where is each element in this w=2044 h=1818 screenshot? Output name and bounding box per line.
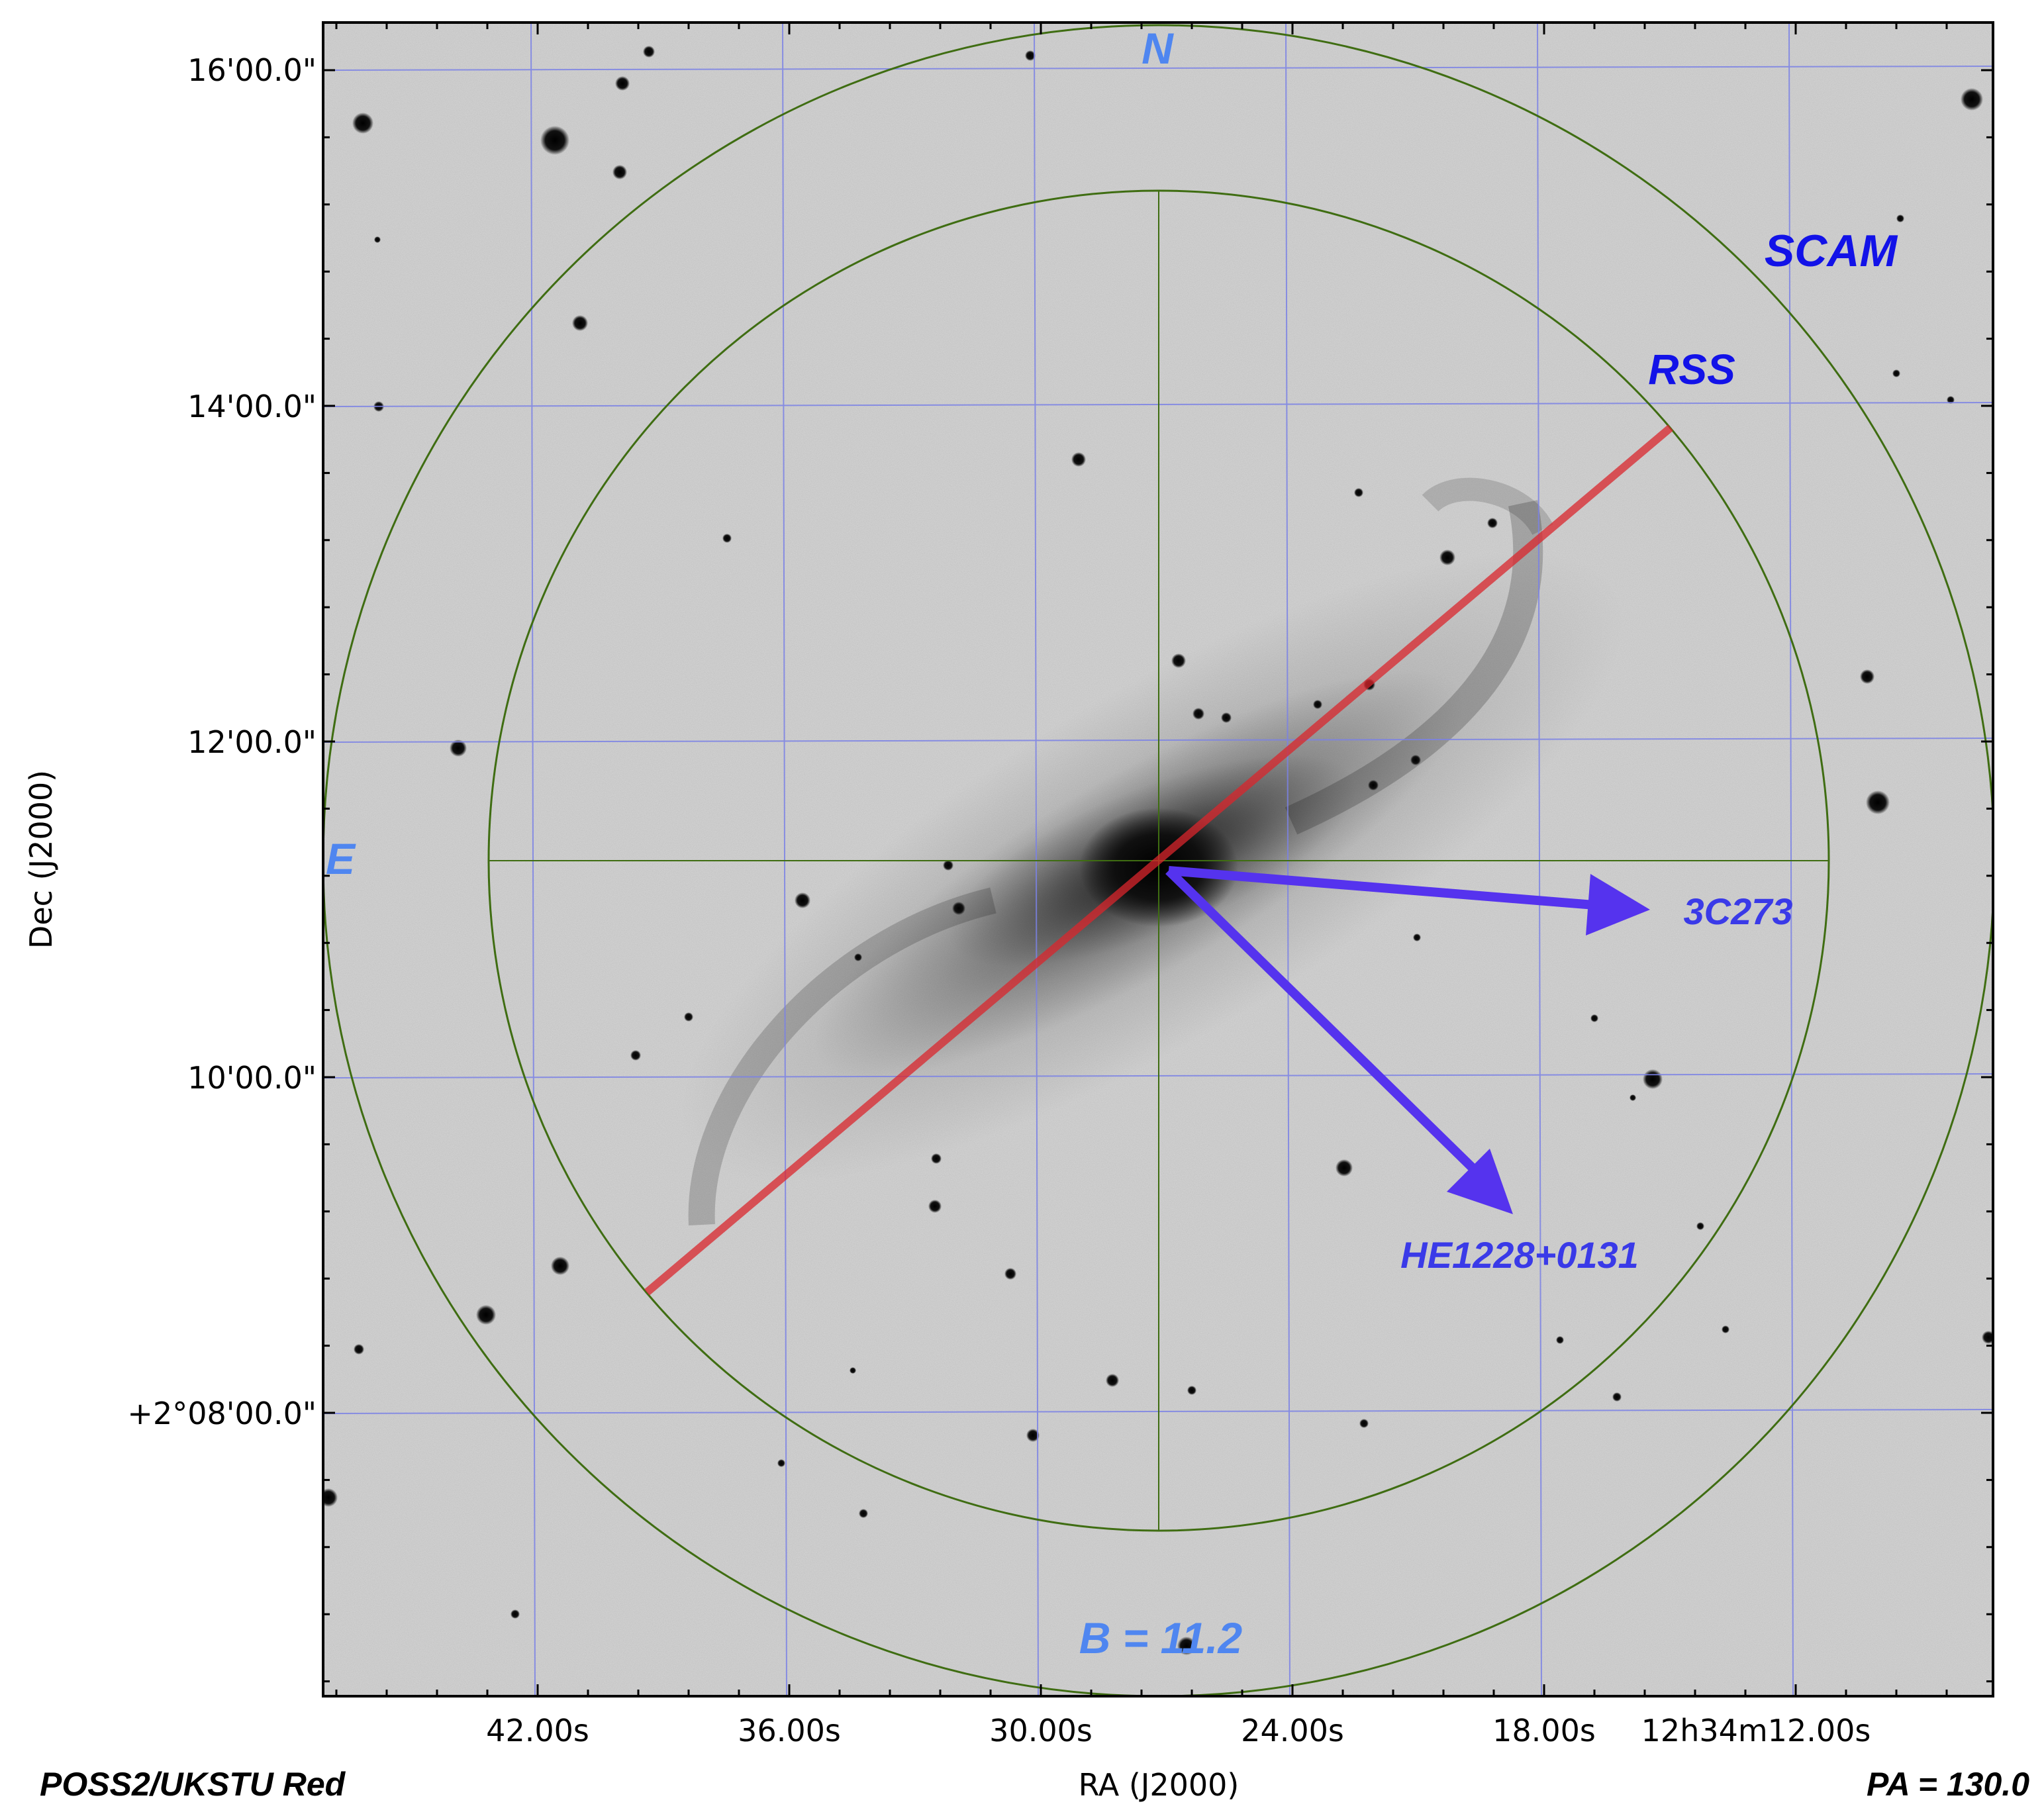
star <box>795 892 810 908</box>
star <box>1221 712 1232 723</box>
position-angle-label: PA = 130.0 <box>1867 1766 2029 1803</box>
arrow-3c273-head <box>1586 874 1650 935</box>
survey-label: POSS2/UKSTU Red <box>40 1766 346 1803</box>
star <box>1590 1014 1598 1022</box>
star <box>1439 550 1455 565</box>
star <box>1368 780 1379 790</box>
star <box>1004 1268 1016 1280</box>
y-tick-label: 16'00.0" <box>187 52 316 88</box>
star <box>854 953 862 961</box>
x-tick-label: 24.00s <box>1241 1713 1344 1748</box>
star <box>643 46 655 58</box>
star <box>1947 396 1955 404</box>
arrow-he1228 <box>1165 867 1480 1176</box>
scam-fov-circle <box>323 24 1993 1696</box>
target-label-he1228: HE1228+0131 <box>1400 1234 1639 1276</box>
star <box>612 165 627 179</box>
star <box>850 1367 856 1374</box>
star <box>952 902 965 915</box>
star <box>684 1012 693 1022</box>
star <box>1630 1094 1636 1101</box>
star <box>1612 1392 1622 1402</box>
slit-line <box>644 424 1673 1296</box>
star <box>1354 488 1363 497</box>
north-label: N <box>1142 24 1174 73</box>
star <box>1177 1637 1196 1655</box>
star <box>1025 50 1036 61</box>
star <box>352 113 373 134</box>
star <box>1892 369 1900 377</box>
y-tick-label: +2°08'00.0" <box>127 1396 316 1431</box>
x-tick-label: 30.00s <box>989 1713 1093 1748</box>
x-tick-label: 42.00s <box>486 1713 589 1748</box>
east-label: E <box>326 834 356 883</box>
star <box>572 315 588 331</box>
y-tick-label: 10'00.0" <box>187 1060 316 1096</box>
star <box>1171 653 1186 668</box>
star <box>1106 1374 1119 1387</box>
star <box>859 1509 868 1518</box>
star <box>928 1200 942 1213</box>
star <box>540 126 569 155</box>
star <box>374 236 381 243</box>
x-tick-label: 18.00s <box>1492 1713 1596 1748</box>
star <box>1722 1325 1729 1333</box>
x-axis-tick-labels: 42.00s 36.00s 30.00s 24.00s 18.00s 12h34… <box>486 1713 1871 1748</box>
star <box>943 860 953 871</box>
axis-ticks <box>323 23 1993 1696</box>
star <box>1643 1069 1663 1089</box>
star <box>615 76 630 91</box>
star <box>1556 1336 1564 1344</box>
arrow-3c273 <box>1168 866 1603 910</box>
star <box>354 1344 364 1355</box>
star <box>1313 700 1322 709</box>
star <box>450 740 467 757</box>
scam-label: SCAM <box>1765 226 1898 276</box>
plot-frame <box>322 21 1994 1698</box>
star <box>551 1257 569 1275</box>
star <box>1413 933 1421 941</box>
star <box>630 1050 641 1061</box>
y-axis-tick-labels: 16'00.0" 14'00.0" 12'00.0" 10'00.0" +2°0… <box>127 52 316 1431</box>
star <box>1410 755 1421 765</box>
star <box>1187 1386 1196 1395</box>
star <box>323 1488 338 1507</box>
star <box>1487 518 1498 528</box>
sky-image <box>323 23 1993 1696</box>
star <box>1696 1222 1704 1230</box>
star <box>1982 1331 1993 1344</box>
target-label-3c273: 3C273 <box>1683 890 1792 932</box>
y-axis-title: Dec (J2000) <box>23 770 59 949</box>
star <box>1860 669 1874 684</box>
star <box>931 1153 942 1164</box>
star <box>722 534 732 543</box>
y-tick-label: 12'00.0" <box>187 724 316 760</box>
x-tick-label: 12h34m12.00s <box>1641 1713 1871 1748</box>
star <box>1192 708 1204 720</box>
star <box>1866 790 1890 814</box>
star <box>1336 1159 1353 1176</box>
star <box>1896 215 1904 222</box>
star <box>1359 1419 1369 1428</box>
y-tick-label: 14'00.0" <box>187 389 316 424</box>
star <box>1026 1429 1040 1442</box>
stars <box>323 46 1993 1655</box>
star <box>777 1459 785 1467</box>
target-arrows <box>1165 866 1650 1214</box>
x-axis-title: RA (J2000) <box>1079 1767 1240 1803</box>
rss-label: RSS <box>1648 346 1735 393</box>
x-tick-label: 36.00s <box>738 1713 841 1748</box>
star <box>1071 452 1086 467</box>
arrow-he1228-head <box>1447 1149 1513 1214</box>
star <box>1961 88 1983 111</box>
star <box>476 1305 496 1325</box>
star <box>511 1609 520 1619</box>
magnitude-label: B = 11.2 <box>1079 1613 1243 1662</box>
